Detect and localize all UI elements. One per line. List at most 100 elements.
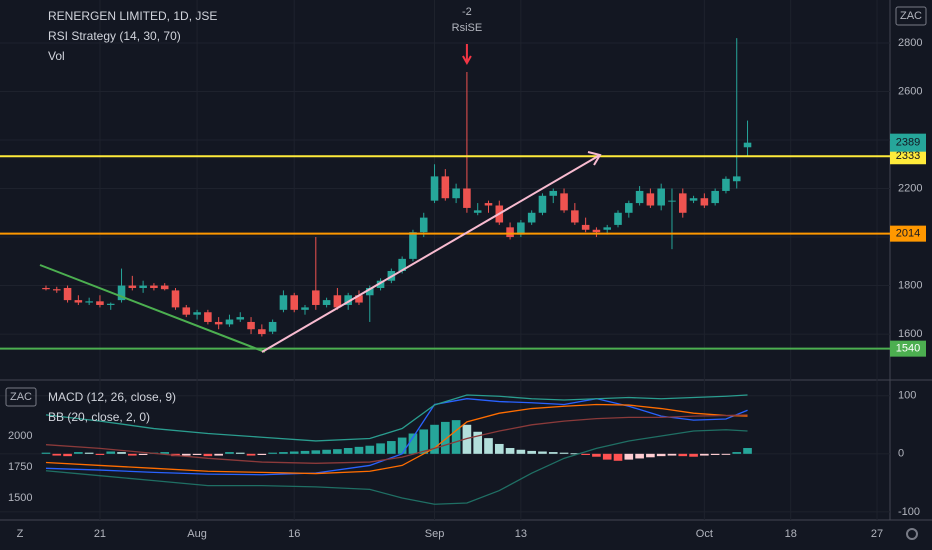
candle-body (398, 258, 406, 272)
candle-body (527, 212, 536, 223)
marks (0, 38, 890, 505)
histogram-bar (613, 453, 623, 461)
y-tick-label: 0 (898, 448, 904, 460)
histogram-bar (95, 453, 105, 455)
histogram-bar (538, 451, 547, 454)
candle-body (711, 190, 719, 204)
candle-body (225, 319, 234, 325)
candle-body (182, 307, 191, 315)
candle-body (484, 203, 493, 206)
candle-body (517, 222, 525, 235)
candle-body (301, 307, 309, 310)
candle-body (625, 203, 633, 213)
histogram-bar (235, 452, 245, 454)
candle-body (506, 227, 514, 238)
candle-body (689, 198, 698, 201)
histogram-bar (181, 453, 191, 456)
last-price-tag (890, 133, 926, 152)
candle-body (581, 224, 590, 230)
candle-body (344, 295, 352, 305)
histogram-bar (743, 448, 752, 454)
x-tick-label: Aug (187, 528, 207, 540)
candle-body (678, 193, 687, 213)
histogram-bar (354, 446, 364, 454)
histogram-bar (376, 443, 385, 454)
currency-box[interactable] (895, 6, 927, 26)
candle-body (106, 303, 115, 305)
x-tick-label: 27 (871, 528, 883, 540)
candle-body (117, 285, 126, 301)
indicator-line (45, 403, 748, 475)
histogram-bar (84, 452, 94, 454)
candle-body (592, 229, 601, 233)
histogram-bar (128, 453, 137, 456)
histogram-bar (700, 453, 709, 456)
histogram-bar (138, 453, 148, 455)
y-tick-label: 1600 (898, 328, 922, 340)
currency-box[interactable] (5, 387, 37, 407)
histogram-bar (527, 450, 536, 454)
indicator: Vol (48, 49, 65, 63)
y-tick-label: 2600 (898, 85, 922, 97)
histogram-bar (559, 452, 569, 454)
histogram-bar (387, 441, 396, 454)
candle-body (236, 317, 245, 320)
level-label: 1540 (896, 343, 920, 355)
y-tick-label: -100 (898, 506, 920, 518)
candle-body (74, 300, 83, 303)
indicator-line (45, 398, 748, 476)
indicator: BB (20, close, 2, 0) (48, 410, 150, 424)
histogram-bar (581, 453, 590, 455)
candle-body (473, 210, 482, 213)
candle-body (409, 232, 417, 259)
histogram-bar (268, 452, 277, 454)
candle-body (258, 329, 266, 335)
y2-tick-label: 1500 (8, 492, 32, 504)
candle-body (732, 176, 741, 182)
indicator-line (45, 414, 748, 464)
candle-body (247, 321, 255, 330)
histogram-bar (63, 453, 72, 457)
histogram-bar (52, 453, 62, 456)
histogram-bar (441, 421, 450, 454)
y2-tick-label: 1750 (8, 461, 32, 473)
histogram-bar (635, 453, 644, 459)
settings-icon[interactable] (906, 528, 918, 540)
level-tag (890, 225, 926, 242)
candle-body (538, 195, 547, 213)
y2-tick-label: 2000 (8, 430, 32, 442)
indicator-line (45, 429, 748, 505)
histogram-bar (117, 452, 126, 454)
histogram-bar (225, 452, 234, 454)
signal-label: RsiSE (452, 22, 483, 34)
candle-body (614, 212, 622, 225)
signal-arrow (462, 44, 472, 66)
x-tick-label: 21 (94, 528, 106, 540)
signal-value: -2 (462, 6, 472, 18)
candle-body (463, 188, 471, 208)
candle-body (171, 290, 180, 308)
candle-body (441, 176, 450, 199)
arrow-head (587, 151, 602, 166)
y-tick-label: 1800 (898, 279, 922, 291)
candle-body (139, 285, 147, 288)
histogram-bar (689, 453, 698, 457)
histogram-bar (343, 448, 353, 454)
trend-line (39, 264, 266, 353)
candle-body (571, 210, 579, 223)
candle-body (214, 321, 223, 325)
histogram-bar (602, 453, 612, 460)
histogram-bar (732, 452, 742, 454)
candle-body (355, 295, 363, 303)
histogram-bar (300, 450, 310, 454)
toolbar-label[interactable]: Z (17, 528, 24, 540)
candle-body (743, 142, 752, 148)
trend-arrow (261, 154, 601, 353)
histogram-bar (419, 429, 429, 454)
indicator: MACD (12, 26, close, 9) (48, 390, 176, 404)
chart-title: RENERGEN LIMITED, 1D, JSE (48, 9, 217, 23)
candle-body (419, 217, 428, 233)
histogram-bar (257, 453, 267, 455)
candle-body (279, 295, 288, 310)
histogram-bar (192, 453, 202, 455)
